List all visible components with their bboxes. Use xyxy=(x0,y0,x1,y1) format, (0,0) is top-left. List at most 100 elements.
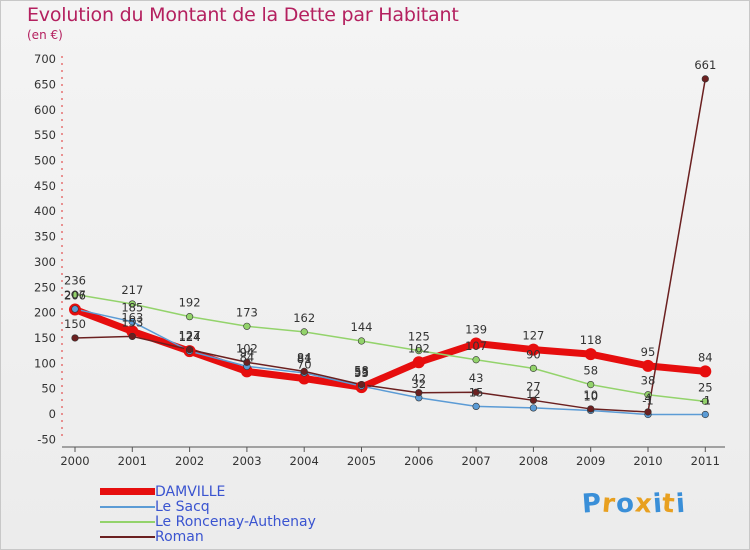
legend-item: DAMVILLE xyxy=(100,483,316,500)
data-point xyxy=(527,343,540,356)
y-tick-label: 300 xyxy=(34,255,56,269)
y-tick-label: 600 xyxy=(34,103,56,117)
data-point xyxy=(128,332,136,341)
data-label: 42 xyxy=(411,372,426,386)
data-label: 70 xyxy=(297,358,312,372)
data-label: 185 xyxy=(121,301,143,315)
data-label: 150 xyxy=(64,317,86,331)
data-label: 25 xyxy=(698,380,713,394)
data-label: 124 xyxy=(179,330,201,344)
data-label: 236 xyxy=(64,273,86,287)
data-point xyxy=(186,313,194,321)
data-label: 173 xyxy=(236,305,258,319)
data-point xyxy=(357,380,366,389)
data-point xyxy=(584,348,597,361)
data-point xyxy=(472,402,480,410)
data-point xyxy=(243,322,251,330)
data-point xyxy=(642,359,654,372)
data-point xyxy=(186,346,194,354)
x-tick-label: 2006 xyxy=(404,454,433,468)
data-point xyxy=(357,337,366,345)
legend-label: Roman xyxy=(155,528,204,545)
data-label: 27 xyxy=(526,379,541,393)
data-label: 10 xyxy=(583,389,598,403)
data-point xyxy=(128,318,136,326)
data-label: 10 xyxy=(583,388,598,402)
series-line-roman xyxy=(74,78,707,413)
data-label: 144 xyxy=(351,320,373,334)
y-tick-label: 450 xyxy=(34,179,56,193)
data-label: 38 xyxy=(641,374,656,388)
logo-letter: i xyxy=(674,488,687,520)
y-tick-label: -50 xyxy=(37,432,56,446)
data-point xyxy=(71,334,79,342)
data-label: 153 xyxy=(121,315,143,329)
legend-label: Le Sacq xyxy=(155,498,210,515)
data-point xyxy=(699,365,712,378)
y-tick-label: 150 xyxy=(34,331,56,345)
y-tick-label: 500 xyxy=(34,154,56,168)
data-point xyxy=(71,290,79,298)
data-point xyxy=(470,337,483,350)
logo-letter: x xyxy=(633,488,654,520)
data-point xyxy=(298,372,311,385)
data-label: 102 xyxy=(236,341,258,355)
legend-swatch xyxy=(100,505,155,508)
y-tick-label: 400 xyxy=(34,204,56,218)
data-point xyxy=(300,367,308,376)
legend-item: Roman xyxy=(100,528,316,545)
data-label: 162 xyxy=(293,311,315,325)
data-label: 102 xyxy=(408,341,430,355)
x-tick-label: 2003 xyxy=(232,454,261,468)
logo-letter: o xyxy=(614,488,636,520)
data-label: 206 xyxy=(64,289,86,303)
x-tick-label: 2008 xyxy=(519,454,548,468)
data-point xyxy=(240,365,253,378)
x-tick-label: 2007 xyxy=(461,454,490,468)
data-label: 32 xyxy=(411,377,426,391)
data-point xyxy=(415,389,423,397)
data-label: 163 xyxy=(121,310,143,324)
data-label: 107 xyxy=(465,339,487,353)
data-label: 58 xyxy=(583,364,598,378)
data-point xyxy=(587,380,595,389)
legend: DAMVILLE Le Sacq Le Roncenay-Authenay Roman xyxy=(100,483,316,545)
data-point xyxy=(529,396,538,404)
data-label: 55 xyxy=(354,365,369,379)
data-point xyxy=(701,410,709,419)
x-tick-label: 2001 xyxy=(118,454,147,468)
x-tick-label: 2011 xyxy=(691,454,720,468)
y-tick-label: 350 xyxy=(34,230,56,244)
data-point xyxy=(126,325,139,338)
legend-item: Le Sacq xyxy=(100,498,316,515)
data-label: 90 xyxy=(526,347,541,361)
data-label: -1 xyxy=(700,394,711,408)
series-line-le-roncenay-authenay xyxy=(74,293,707,403)
legend-swatch xyxy=(100,535,155,538)
legend-label: Le Roncenay-Authenay xyxy=(155,513,316,530)
data-point xyxy=(644,391,652,399)
x-tick-label: 2009 xyxy=(576,454,605,468)
legend-label: DAMVILLE xyxy=(155,483,226,500)
y-tick-label: 550 xyxy=(34,128,56,142)
data-point xyxy=(71,305,79,313)
data-label: 53 xyxy=(354,366,369,380)
data-label: 94 xyxy=(240,345,255,359)
data-label: 4 xyxy=(644,391,651,405)
data-label: 127 xyxy=(179,329,201,343)
data-label: 84 xyxy=(698,350,713,364)
data-label: 661 xyxy=(694,58,716,72)
data-label: 95 xyxy=(641,345,656,359)
proxiti-logo: Proxiti xyxy=(581,488,687,520)
y-tick-label: 700 xyxy=(34,52,56,66)
data-point xyxy=(701,397,709,405)
data-point xyxy=(472,388,480,396)
data-label: 84 xyxy=(297,350,312,364)
y-tick-label: 250 xyxy=(34,280,56,294)
x-tick-label: 2010 xyxy=(633,454,662,468)
x-tick-label: 2002 xyxy=(175,454,204,468)
data-label: 125 xyxy=(408,330,430,344)
data-label: 124 xyxy=(179,330,201,344)
